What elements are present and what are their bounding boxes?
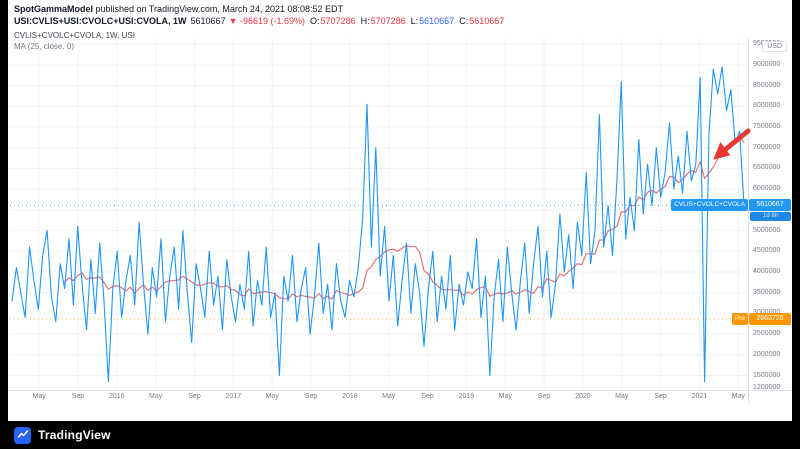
price-axis-label: 9000000 [753, 60, 781, 68]
time-axis-label: May [731, 393, 745, 400]
time-axis-label: Sep [188, 393, 201, 400]
letterbox-left [0, 0, 8, 421]
time-axis-label: May [498, 393, 512, 400]
price-axis-label: 1200000 [753, 383, 781, 391]
time-axis-label: 2019 [458, 393, 475, 400]
letterbox-right [792, 0, 800, 421]
publish-byline: SpotGammaModel published on TradingView.… [14, 4, 343, 14]
time-axis[interactable]: May Sep 2016 May Sep 2017 May Sep 2018 May Sep 2019… [10, 393, 748, 405]
ohlc-item: H:5707286 [360, 16, 406, 26]
author-name: SpotGammaModel [14, 4, 94, 14]
alert-name-tag: Pre [731, 313, 748, 326]
publish-info: published on TradingView.com, March 24, … [93, 4, 344, 14]
time-axis-separator [8, 390, 792, 391]
price-tag-row: CVLIS+CVOLC+CVOLA 5610667 [671, 199, 791, 212]
alert-tag-row: Pre 2863726 [731, 313, 791, 326]
series-legend: CVLIS+CVOLC+CVOLA, 1W, USI [14, 31, 135, 40]
tradingview-wordmark[interactable]: TradingView [38, 428, 111, 442]
chart-plot-area[interactable] [10, 38, 748, 390]
time-axis-label: 2017 [225, 393, 242, 400]
series-name-tag: CVLIS+CVOLC+CVOLA [671, 199, 748, 212]
price-axis-label: 3500000 [753, 288, 781, 296]
price-axis-label: 8500000 [753, 81, 781, 89]
time-axis-label: Sep [304, 393, 318, 400]
time-axis-label: 2016 [109, 393, 125, 400]
price-axis-label: 2500000 [753, 330, 781, 338]
last-value: 5610667 [190, 16, 226, 26]
ma-legend: MA (25, close, 0) [14, 42, 75, 51]
symbol-header-row: USI:CVLIS+USI:CVOLC+USI:CVOLA, 1W 5610667… [14, 16, 504, 26]
chart-canvas [10, 38, 748, 390]
time-axis-label: 2018 [342, 393, 358, 400]
price-axis-label: 7500000 [753, 123, 781, 131]
symbol-title: USI:CVLIS+USI:CVOLC+USI:CVOLA, 1W [14, 16, 187, 26]
tradingview-logo-icon[interactable] [14, 426, 31, 444]
time-axis-label: May [265, 393, 279, 400]
price-axis-label: 2000000 [753, 350, 781, 358]
attribution-bar: TradingView [0, 421, 800, 449]
time-axis-label: 2020 [575, 393, 591, 400]
price-axis-label: 1500000 [753, 371, 781, 379]
time-axis-label: Sep [421, 393, 434, 400]
ohlc-item: L:5610667 [410, 16, 455, 26]
time-axis-label: May [32, 393, 46, 400]
currency-label: USD [762, 41, 787, 52]
time-axis-label: Sep [654, 393, 667, 400]
price-axis-label: 4000000 [753, 267, 781, 275]
ohlc-values: O:5707286 H:5707286 L:5610667 C:5610667 [305, 16, 504, 26]
price-axis-label: 8000000 [753, 102, 781, 110]
red-arrow-annotation [713, 128, 751, 160]
price-axis-label: 6000000 [753, 185, 781, 193]
price-axis-label: 6500000 [753, 164, 781, 172]
price-axis-label: 7000000 [753, 143, 781, 151]
price-axis-label: 4500000 [753, 247, 781, 255]
time-axis-label: May [615, 393, 629, 400]
ohlc-item: O:5707286 [310, 16, 356, 26]
bar-countdown-tag: 1d 8h [750, 212, 791, 222]
chart-panel: SpotGammaModel published on TradingView.… [8, 0, 792, 421]
time-axis-label: 2021 [691, 393, 708, 400]
time-axis-label: Sep [537, 393, 551, 400]
time-axis-label: May [149, 393, 163, 400]
change-value: ▼ -96619 (-1.69%) [228, 16, 306, 26]
price-axis-label: 5000000 [753, 226, 781, 234]
time-axis-label: Sep [71, 393, 85, 400]
last-price-tag: 5610667 [749, 199, 791, 212]
ohlc-item: C:5610667 [459, 16, 505, 26]
time-axis-label: May [382, 393, 396, 400]
price-axis-label: 3000000 [753, 309, 780, 316]
alert-price-tag: 2863726 [749, 313, 791, 326]
